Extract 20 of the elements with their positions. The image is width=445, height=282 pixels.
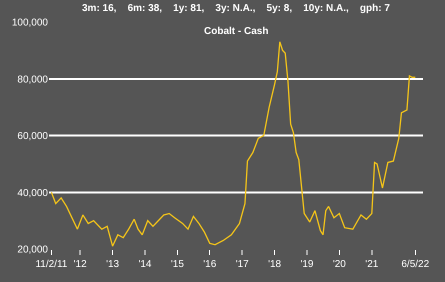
x-tick-label: '19: [300, 259, 314, 270]
line-series: [50, 41, 416, 247]
x-tick-label: 11/2/11: [35, 259, 68, 270]
chart-title: Cobalt - Cash: [204, 26, 268, 37]
y-tick-label: 60,000: [17, 131, 48, 142]
x-tick-label: '15: [170, 259, 184, 270]
x-tick-label: '16: [203, 259, 217, 270]
y-tick-label: 40,000: [17, 188, 48, 199]
y-tick-label: 100,000: [12, 18, 48, 28]
chart-subtitle: 3m: 16, 6m: 38, 1y: 81, 3y: N.A., 5y: 8, 10y: N.A., gph: 7: [82, 3, 390, 14]
x-tick-label: '18: [268, 259, 282, 270]
x-tick-label: '20: [332, 259, 346, 270]
x-tick-label: '13: [106, 259, 120, 270]
x-tick-label: '14: [138, 259, 152, 270]
y-tick-label: 20,000: [17, 244, 48, 256]
x-tick-label: 6/5/22: [401, 259, 430, 270]
y-tick-label: 80,000: [17, 74, 48, 86]
x-tick-label: '21: [365, 259, 379, 270]
x-tick-label: '12: [74, 259, 88, 270]
x-tick-label: '17: [236, 259, 250, 270]
